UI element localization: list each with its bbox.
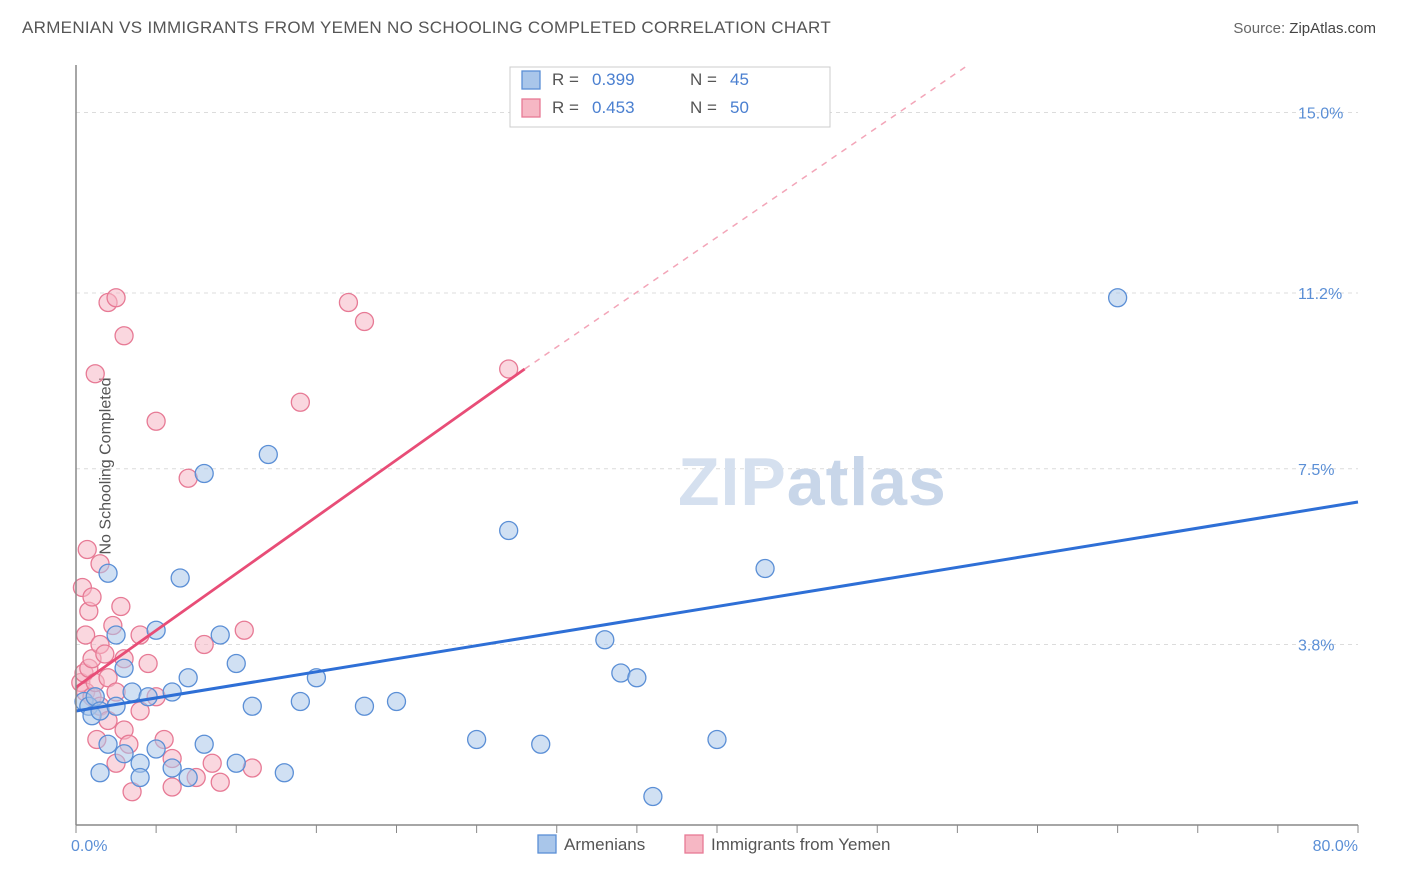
svg-text:R =: R = xyxy=(552,70,579,89)
trend-lines xyxy=(76,65,1358,711)
svg-text:7.5%: 7.5% xyxy=(1298,462,1334,479)
legend-bottom: Armenians Immigrants from Yemen xyxy=(538,835,891,854)
svg-text:Armenians: Armenians xyxy=(564,835,645,854)
svg-text:R =: R = xyxy=(552,98,579,117)
svg-text:N =: N = xyxy=(690,70,717,89)
svg-text:15.0%: 15.0% xyxy=(1298,106,1343,123)
gridlines xyxy=(76,113,1358,645)
svg-text:Immigrants from Yemen: Immigrants from Yemen xyxy=(711,835,891,854)
svg-text:80.0%: 80.0% xyxy=(1313,838,1358,855)
svg-text:3.8%: 3.8% xyxy=(1298,638,1334,655)
svg-text:0.453: 0.453 xyxy=(592,98,635,117)
svg-text:45: 45 xyxy=(730,70,749,89)
source-label: Source: xyxy=(1233,20,1289,37)
scatter-chart: ZIPatlas 3.8% 7.5% 11.2% 15.0% 0.0% 80.0% R … xyxy=(58,55,1388,875)
header: ARMENIAN VS IMMIGRANTS FROM YEMEN NO SCH… xyxy=(0,0,1406,48)
points-series-pink xyxy=(72,289,518,801)
watermark: ZIPatlas xyxy=(678,444,947,520)
svg-text:0.399: 0.399 xyxy=(592,70,635,89)
source: Source: ZipAtlas.com xyxy=(1233,20,1376,37)
source-value: ZipAtlas.com xyxy=(1289,20,1376,37)
svg-text:11.2%: 11.2% xyxy=(1298,286,1342,303)
y-tick-labels: 3.8% 7.5% 11.2% 15.0% xyxy=(1298,106,1343,655)
chart-area: No Schooling Completed ZIPatlas 3.8%7.5%… xyxy=(48,55,1391,877)
svg-text:50: 50 xyxy=(730,98,749,117)
chart-title: ARMENIAN VS IMMIGRANTS FROM YEMEN NO SCH… xyxy=(22,18,831,38)
svg-text:0.0%: 0.0% xyxy=(71,838,107,855)
svg-text:N =: N = xyxy=(690,98,717,117)
legend-top: R = 0.399 N = 45 R = 0.453 N = 50 xyxy=(510,67,830,127)
points-series-blue xyxy=(75,289,1127,806)
